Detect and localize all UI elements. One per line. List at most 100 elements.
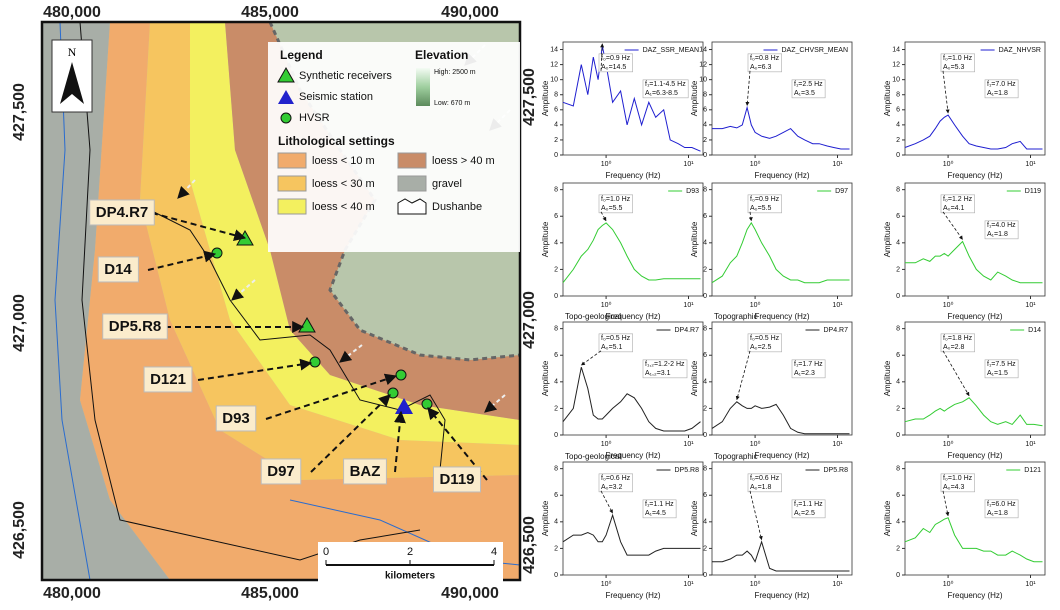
- plot-frame: [563, 322, 703, 435]
- x-tick-label: 485,000: [241, 4, 299, 21]
- y-tick-label: 8: [896, 325, 900, 332]
- litho-item: loess < 40 m: [312, 201, 375, 213]
- y-tick-label: 4: [896, 240, 900, 247]
- x-tick-label: 10¹: [683, 441, 694, 448]
- plot-frame: [563, 462, 703, 575]
- y-tick-label: 12: [892, 61, 900, 68]
- x-axis-label: Frequency (Hz): [947, 591, 1002, 600]
- plots: 0 2 4 6 8 10 12 14 10⁰ 10¹ Frequency (Hz) Amplitude…: [541, 42, 1045, 600]
- litho-item: Dushanbe: [432, 201, 482, 213]
- annotation: A₀=2.8: [943, 344, 965, 351]
- y-tick-label: 8: [703, 186, 707, 193]
- y-tick-label: 0: [896, 293, 900, 300]
- x-axis-label: Frequency (Hz): [754, 451, 809, 460]
- annotation: f₀=1.0 Hz: [943, 55, 973, 62]
- y-tick-label: 10: [550, 77, 558, 84]
- inset-label: Topo-geological: [565, 312, 621, 321]
- y-tick-label: 2: [896, 137, 900, 144]
- y-axis-label: Amplitude: [883, 221, 892, 257]
- y-axis-label: Amplitude: [883, 500, 892, 536]
- legend: Legend Synthetic receivers Seismic stati…: [268, 42, 520, 252]
- y-tick-label: 4: [554, 379, 558, 386]
- y-axis-label: Amplitude: [690, 221, 699, 257]
- y-axis-label: Amplitude: [883, 360, 892, 396]
- y-tick-label: 427,000: [521, 291, 538, 349]
- litho-title: Lithological settings: [278, 134, 395, 148]
- y-tick-label: 0: [554, 293, 558, 300]
- x-tick-label: 10⁰: [943, 440, 954, 448]
- annotation: A₁=2.3: [794, 370, 815, 377]
- x-tick-label: 10⁰: [750, 160, 761, 168]
- y-tick-label: 8: [896, 186, 900, 193]
- annotation: f₀=1.0 Hz: [601, 196, 631, 203]
- x-tick-label: 10⁰: [750, 440, 761, 448]
- y-tick-label: 6: [703, 213, 707, 220]
- annotation: A₀=5.3: [943, 64, 965, 71]
- y-tick-label: 2: [703, 405, 707, 412]
- y-tick-label: 4: [554, 122, 558, 129]
- x-tick-label: 10⁰: [601, 580, 612, 588]
- y-tick-label: 0: [703, 152, 707, 159]
- x-tick-label: 10¹: [683, 581, 694, 588]
- legend-label: DAZ_CHVSR_MEAN: [781, 47, 848, 54]
- x-tick-label: 10¹: [832, 161, 843, 168]
- legend-item: Synthetic receivers: [299, 70, 392, 82]
- plot-frame: [563, 42, 703, 155]
- y-tick-label: 0: [554, 152, 558, 159]
- legend-label: DP5.R8: [674, 467, 699, 474]
- annotation: f₁=7.0 Hz: [987, 81, 1016, 88]
- annotation: A₀=1.8: [750, 484, 772, 491]
- y-tick-label: 14: [550, 46, 558, 53]
- annotation: A₀=5.5: [601, 205, 623, 212]
- litho-item: loess > 40 m: [432, 155, 495, 167]
- annotation: f₁=1.1 Hz: [645, 501, 674, 508]
- plot-frame: [712, 183, 852, 296]
- scale-bar: 0 2 4 kilometers: [318, 542, 503, 582]
- y-tick-label: 4: [703, 519, 707, 526]
- x-tick-label: 10¹: [832, 441, 843, 448]
- y-tick-label: 12: [550, 61, 558, 68]
- site-label: BAZ: [350, 463, 381, 480]
- y-tick-label: 427,500: [521, 68, 538, 126]
- elevation-high: High: 2500 m: [434, 69, 476, 76]
- legend-label: DP4.R7: [823, 327, 848, 334]
- y-tick-label: 2: [703, 266, 707, 273]
- annotation: A₀=6.3: [750, 64, 772, 71]
- annotation: f₀=0.5 Hz: [601, 335, 631, 342]
- annotation: A₁=2.5: [794, 510, 815, 517]
- annotation: A₀=14.5: [601, 64, 626, 71]
- scale-tick: 4: [491, 546, 497, 558]
- annotation: A₀=4.1: [943, 205, 965, 212]
- y-tick-label: 0: [896, 572, 900, 579]
- y-tick-label: 4: [554, 519, 558, 526]
- annotation: A₀=2.5: [750, 344, 772, 351]
- y-tick-label: 4: [896, 519, 900, 526]
- y-tick-label: 14: [699, 46, 707, 53]
- y-tick-label: 8: [703, 92, 707, 99]
- y-axis-label: Amplitude: [690, 500, 699, 536]
- y-axis-label: Amplitude: [541, 500, 550, 536]
- y-tick-label: 0: [554, 432, 558, 439]
- inset-label: Topographic: [714, 312, 758, 321]
- annotation: A₁=1.8: [987, 231, 1008, 238]
- x-axis-label: Frequency (Hz): [754, 591, 809, 600]
- annotation: A₁=6.3-8.5: [645, 90, 678, 97]
- annotation: A₁,₂=3.1: [645, 370, 671, 377]
- legend-label: D121: [1024, 467, 1041, 474]
- legend-label: D14: [1028, 327, 1041, 334]
- y-axis-label: Amplitude: [541, 80, 550, 116]
- x-tick-label: 490,000: [441, 4, 499, 21]
- y-tick-label: 2: [554, 405, 558, 412]
- y-tick-label: 4: [703, 379, 707, 386]
- scale-unit: kilometers: [385, 571, 435, 582]
- y-tick-label: 6: [554, 352, 558, 359]
- annotation: f₀=1.8 Hz: [943, 335, 973, 342]
- annotation: f₁=7.5 Hz: [987, 361, 1016, 368]
- plot-frame: [712, 462, 852, 575]
- annotation: f₀=1.0 Hz: [943, 475, 973, 482]
- y-tick-label: 2: [703, 137, 707, 144]
- inset-label: Topo-geological: [565, 452, 621, 461]
- x-tick-label: 10⁰: [601, 301, 612, 309]
- inset-label: Topographic: [714, 452, 758, 461]
- annotation: A₁=1.8: [987, 90, 1008, 97]
